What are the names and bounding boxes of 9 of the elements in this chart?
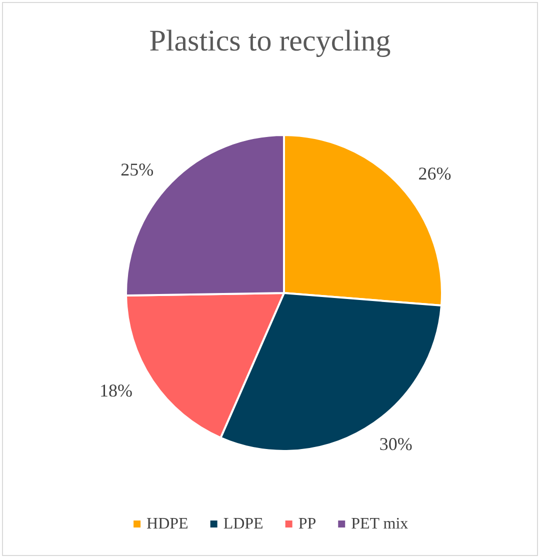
data-label: 18%	[99, 380, 132, 400]
data-label: 26%	[418, 164, 452, 184]
legend-label: PET mix	[351, 516, 408, 532]
data-label: 30%	[379, 434, 412, 454]
data-label: 25%	[120, 160, 154, 180]
legend-label: LDPE	[223, 516, 264, 532]
legend-label: HDPE	[146, 516, 188, 532]
chart-title: Plastics to recycling	[149, 24, 391, 58]
legend-label: PP	[298, 516, 316, 532]
